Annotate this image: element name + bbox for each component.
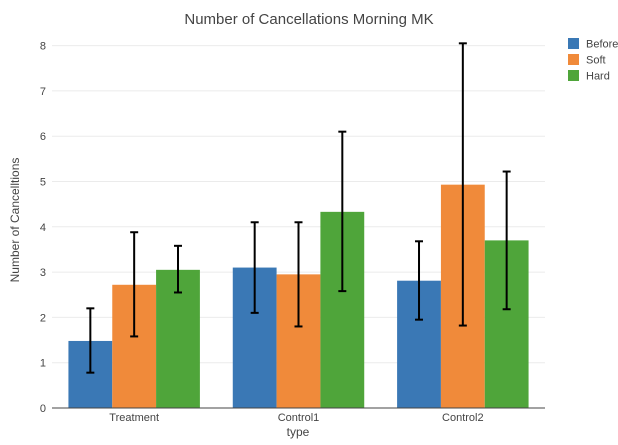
error-bar-soft-control1 bbox=[294, 221, 303, 328]
error-bar-soft-treatment bbox=[130, 231, 139, 338]
y-tick-label: 1 bbox=[40, 358, 46, 370]
error-bar-soft-control2 bbox=[458, 42, 467, 327]
error-bar-hard-treatment bbox=[173, 244, 182, 294]
y-tick-label: 3 bbox=[40, 267, 46, 279]
legend-label-before: Before bbox=[586, 39, 618, 51]
y-tick-label: 7 bbox=[40, 86, 46, 98]
x-tick-label: Control2 bbox=[442, 412, 484, 424]
error-bars bbox=[86, 42, 511, 374]
error-bar-before-control2 bbox=[415, 240, 424, 321]
x-tick-label: Treatment bbox=[109, 412, 159, 424]
error-bar-before-treatment bbox=[86, 307, 95, 374]
y-tick-label: 2 bbox=[40, 312, 46, 324]
error-bar-hard-control2 bbox=[502, 170, 511, 311]
axes: 0 1 2 3 4 5 6 7 8 Treatment Control1 Control2 bbox=[40, 41, 545, 424]
legend-swatch-soft bbox=[568, 54, 579, 65]
x-axis-title: type bbox=[287, 425, 310, 439]
legend-label-soft: Soft bbox=[586, 55, 606, 67]
legend: Before Soft Hard bbox=[568, 38, 618, 83]
y-tick-label: 8 bbox=[40, 41, 46, 53]
chart-title: Number of Cancellations Morning MK bbox=[184, 11, 433, 28]
y-axis-title: Number of Cancelltions bbox=[8, 158, 22, 283]
y-tick-label: 5 bbox=[40, 176, 46, 188]
y-tick-label: 0 bbox=[40, 403, 46, 415]
legend-label-hard: Hard bbox=[586, 71, 610, 83]
error-bar-hard-control1 bbox=[338, 130, 347, 293]
x-tick-label: Control1 bbox=[278, 412, 320, 424]
error-bar-before-control1 bbox=[250, 221, 259, 314]
y-tick-label: 6 bbox=[40, 131, 46, 143]
y-tick-label: 4 bbox=[40, 222, 46, 234]
legend-swatch-hard bbox=[568, 70, 579, 81]
legend-swatch-before bbox=[568, 38, 579, 49]
